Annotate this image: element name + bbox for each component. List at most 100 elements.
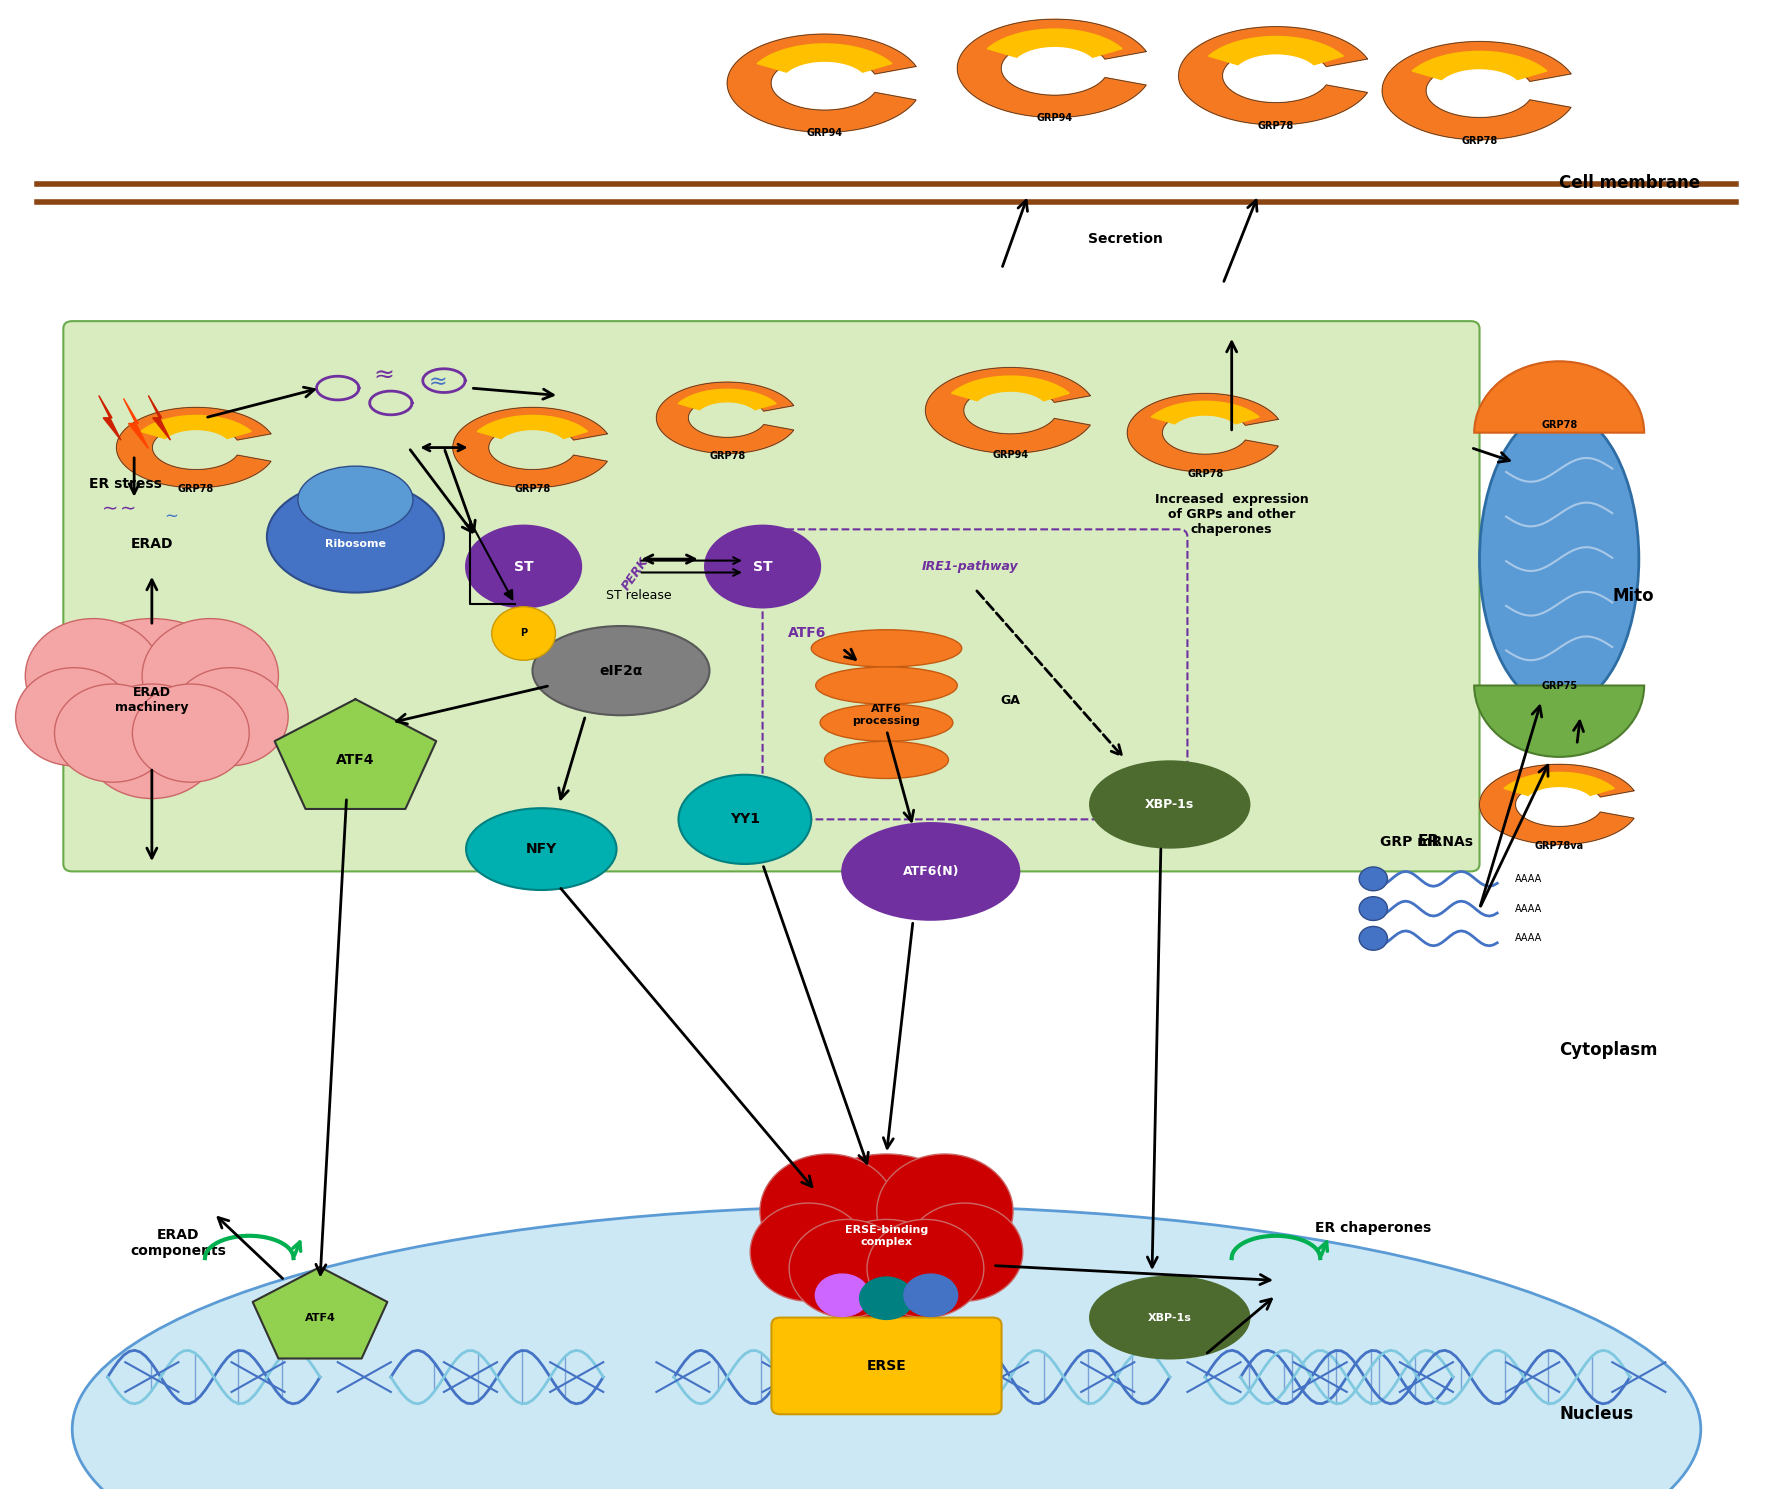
Text: eIF2α: eIF2α [599, 663, 642, 678]
Ellipse shape [298, 466, 413, 533]
Circle shape [491, 606, 555, 660]
Ellipse shape [842, 822, 1019, 919]
Polygon shape [988, 30, 1122, 57]
Text: $\approx$: $\approx$ [369, 361, 395, 386]
Ellipse shape [268, 481, 443, 593]
Text: XBP-1s: XBP-1s [1145, 799, 1195, 811]
Text: ST release: ST release [606, 589, 672, 602]
Text: GRP78: GRP78 [1257, 121, 1294, 131]
Text: Nucleus: Nucleus [1558, 1405, 1633, 1423]
Ellipse shape [816, 1274, 869, 1316]
Polygon shape [1179, 27, 1367, 125]
Polygon shape [952, 375, 1069, 401]
Ellipse shape [73, 1205, 1700, 1490]
Polygon shape [677, 389, 777, 410]
Ellipse shape [1479, 410, 1638, 708]
FancyBboxPatch shape [771, 1317, 1002, 1414]
Text: ATF4: ATF4 [337, 752, 374, 767]
Text: ER stress: ER stress [89, 477, 161, 492]
Polygon shape [1504, 772, 1615, 796]
Text: $\sim\!\!\sim$: $\sim\!\!\sim$ [98, 498, 135, 517]
Polygon shape [117, 407, 271, 487]
Text: ATF6: ATF6 [787, 626, 826, 641]
Text: GRP78: GRP78 [1461, 136, 1498, 146]
Circle shape [172, 668, 289, 766]
Ellipse shape [706, 526, 821, 608]
Wedge shape [1473, 361, 1644, 432]
Text: GRP78va: GRP78va [1535, 842, 1583, 851]
Ellipse shape [821, 705, 952, 742]
Polygon shape [957, 19, 1145, 118]
Circle shape [25, 618, 161, 733]
Polygon shape [477, 416, 587, 438]
Text: GRP94: GRP94 [1037, 113, 1073, 124]
Ellipse shape [904, 1274, 957, 1316]
Text: GRP78: GRP78 [514, 484, 551, 495]
Text: Cytoplasm: Cytoplasm [1558, 1042, 1658, 1059]
Circle shape [761, 1153, 895, 1268]
Text: Secretion: Secretion [1089, 232, 1163, 246]
Circle shape [55, 618, 250, 782]
Text: Mito: Mito [1612, 587, 1654, 605]
Text: ATF4: ATF4 [305, 1313, 335, 1323]
Circle shape [906, 1202, 1023, 1301]
Text: AAAA: AAAA [1514, 903, 1543, 913]
Text: $\approx$: $\approx$ [424, 371, 447, 390]
Ellipse shape [532, 626, 709, 715]
Polygon shape [254, 1266, 387, 1359]
Text: NFY: NFY [525, 842, 557, 857]
Circle shape [55, 684, 172, 782]
Polygon shape [757, 43, 892, 72]
Circle shape [1360, 897, 1388, 921]
Polygon shape [1128, 393, 1278, 472]
Text: GRP mRNAs: GRP mRNAs [1379, 834, 1473, 849]
Text: P: P [519, 629, 527, 638]
Polygon shape [140, 416, 252, 438]
Circle shape [83, 684, 220, 799]
Circle shape [133, 684, 250, 782]
Polygon shape [656, 381, 794, 453]
Ellipse shape [466, 808, 617, 890]
Text: ATF6
processing: ATF6 processing [853, 705, 920, 726]
Circle shape [789, 1219, 906, 1317]
Text: $\sim$: $\sim$ [161, 505, 179, 523]
Polygon shape [926, 368, 1090, 453]
Polygon shape [149, 395, 170, 440]
Text: GRP94: GRP94 [993, 450, 1028, 459]
Polygon shape [124, 398, 149, 448]
Text: GRP78: GRP78 [1186, 469, 1223, 478]
Text: GA: GA [1000, 694, 1019, 706]
Text: IRE1-pathway: IRE1-pathway [922, 560, 1018, 574]
Circle shape [1360, 927, 1388, 951]
Ellipse shape [1090, 1277, 1250, 1359]
Polygon shape [452, 407, 608, 487]
Circle shape [750, 1202, 867, 1301]
Polygon shape [1209, 36, 1344, 64]
Polygon shape [275, 699, 436, 809]
Ellipse shape [816, 668, 957, 705]
Ellipse shape [1090, 761, 1250, 848]
Circle shape [878, 1153, 1012, 1268]
Circle shape [16, 668, 133, 766]
Ellipse shape [466, 526, 582, 608]
Wedge shape [1473, 685, 1644, 757]
FancyBboxPatch shape [64, 322, 1479, 872]
Text: GRP78: GRP78 [1541, 420, 1578, 431]
Polygon shape [99, 395, 121, 440]
Ellipse shape [679, 775, 812, 864]
Polygon shape [1479, 764, 1635, 845]
Circle shape [142, 618, 278, 733]
Circle shape [1360, 867, 1388, 891]
Text: GRP78: GRP78 [709, 450, 745, 460]
Text: Cell membrane: Cell membrane [1558, 174, 1700, 192]
Text: Increased  expression
of GRPs and other
chaperones: Increased expression of GRPs and other c… [1154, 493, 1308, 536]
Text: AAAA: AAAA [1514, 873, 1543, 884]
Text: YY1: YY1 [730, 812, 761, 827]
Ellipse shape [812, 630, 961, 668]
Text: ST: ST [514, 560, 534, 574]
Text: GRP75: GRP75 [1541, 681, 1578, 690]
Text: ERSE-binding
complex: ERSE-binding complex [846, 1225, 927, 1247]
Circle shape [867, 1219, 984, 1317]
Text: Ribosome: Ribosome [324, 539, 387, 550]
Text: ER: ER [1418, 834, 1440, 849]
